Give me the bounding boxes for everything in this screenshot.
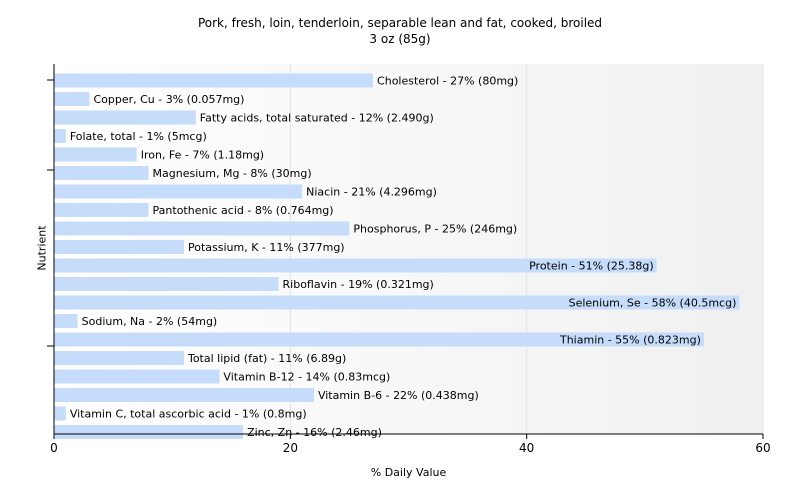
bar xyxy=(54,129,66,143)
bar-label: Copper, Cu - 3% (0.057mg) xyxy=(93,93,244,106)
bar-label: Phosphorus, P - 25% (246mg) xyxy=(353,223,517,236)
bar-label: Niacin - 21% (4.296mg) xyxy=(306,186,437,199)
bar xyxy=(54,184,303,199)
bar xyxy=(54,147,137,162)
x-tick-label: 60 xyxy=(755,441,770,455)
bar-label: Total lipid (fat) - 11% (6.89g) xyxy=(187,352,346,365)
bar xyxy=(54,277,279,291)
x-axis-label: % Daily Value xyxy=(370,466,447,479)
bar xyxy=(54,240,184,254)
bar xyxy=(54,73,374,88)
bar xyxy=(54,388,314,402)
bar-label: Iron, Fe - 7% (1.18mg) xyxy=(141,149,264,162)
bar-label: Protein - 51% (25.38g) xyxy=(529,260,654,273)
bar xyxy=(54,369,220,384)
bar xyxy=(54,351,184,365)
bar-label: Selenium, Se - 58% (40.5mcg) xyxy=(569,297,737,310)
x-tick-label: 40 xyxy=(519,441,534,455)
bar-label: Zinc, Zn - 16% (2.46mg) xyxy=(247,426,382,439)
bar-label: Folate, total - 1% (5mcg) xyxy=(70,130,207,143)
x-tick-label: 20 xyxy=(283,441,298,455)
bar-label: Vitamin C, total ascorbic acid - 1% (0.8… xyxy=(70,408,307,421)
x-tick-label: 0 xyxy=(50,441,58,455)
bar-label: Fatty acids, total saturated - 12% (2.49… xyxy=(200,112,434,125)
bar-label: Vitamin B-12 - 14% (0.83mcg) xyxy=(223,371,390,384)
bar-label: Thiamin - 55% (0.823mg) xyxy=(559,334,701,347)
bar xyxy=(54,166,149,180)
bar xyxy=(54,314,78,328)
bar-label: Pantothenic acid - 8% (0.764mg) xyxy=(153,204,334,217)
bar xyxy=(54,425,244,439)
bar-label: Sodium, Na - 2% (54mg) xyxy=(82,315,218,328)
bar-label: Cholesterol - 27% (80mg) xyxy=(377,75,518,88)
bar xyxy=(54,406,66,421)
bar-label: Riboflavin - 19% (0.321mg) xyxy=(283,278,434,291)
bar xyxy=(54,203,149,217)
bar xyxy=(54,332,704,347)
bar xyxy=(54,258,657,273)
bar-label: Magnesium, Mg - 8% (30mg) xyxy=(153,167,312,180)
bar xyxy=(54,92,90,106)
bar xyxy=(54,295,740,310)
chart-subtitle: 3 oz (85g) xyxy=(369,32,431,46)
chart-title: Pork, fresh, loin, tenderloin, separable… xyxy=(197,16,603,30)
bar xyxy=(54,110,196,125)
bar-label: Potassium, K - 11% (377mg) xyxy=(188,241,345,254)
bar-label: Vitamin B-6 - 22% (0.438mg) xyxy=(318,389,479,402)
bar xyxy=(54,221,350,236)
